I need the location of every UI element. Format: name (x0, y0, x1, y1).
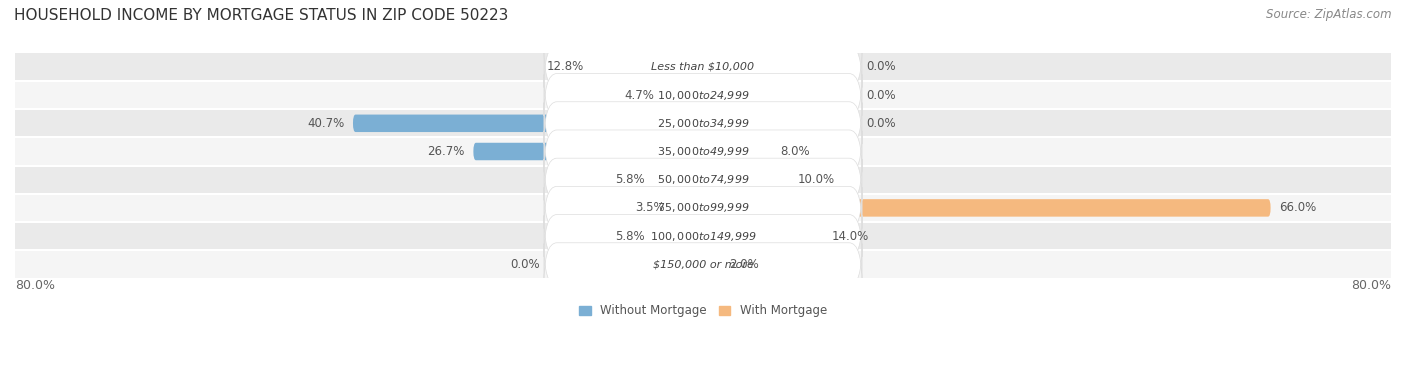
FancyBboxPatch shape (673, 199, 703, 217)
FancyBboxPatch shape (544, 186, 862, 229)
Text: 4.7%: 4.7% (624, 88, 654, 102)
FancyBboxPatch shape (15, 53, 1391, 81)
Text: 2.0%: 2.0% (728, 258, 759, 271)
Text: 80.0%: 80.0% (1351, 279, 1391, 292)
Text: $35,000 to $49,999: $35,000 to $49,999 (657, 145, 749, 158)
Text: 5.8%: 5.8% (614, 173, 644, 186)
FancyBboxPatch shape (474, 143, 703, 160)
FancyBboxPatch shape (654, 227, 703, 245)
Text: 40.7%: 40.7% (307, 117, 344, 130)
FancyBboxPatch shape (15, 109, 1391, 138)
FancyBboxPatch shape (662, 86, 703, 104)
FancyBboxPatch shape (703, 199, 1271, 217)
FancyBboxPatch shape (544, 158, 862, 201)
Text: $100,000 to $149,999: $100,000 to $149,999 (650, 229, 756, 243)
Text: 5.8%: 5.8% (614, 229, 644, 243)
FancyBboxPatch shape (654, 171, 703, 189)
Text: 26.7%: 26.7% (427, 145, 465, 158)
Text: 14.0%: 14.0% (832, 229, 869, 243)
Legend: Without Mortgage, With Mortgage: Without Mortgage, With Mortgage (574, 300, 832, 322)
FancyBboxPatch shape (703, 256, 720, 273)
Text: 80.0%: 80.0% (15, 279, 55, 292)
Text: 12.8%: 12.8% (547, 60, 585, 73)
FancyBboxPatch shape (703, 227, 824, 245)
Text: 0.0%: 0.0% (866, 88, 896, 102)
FancyBboxPatch shape (593, 58, 703, 76)
FancyBboxPatch shape (15, 138, 1391, 166)
FancyBboxPatch shape (544, 243, 862, 286)
FancyBboxPatch shape (544, 215, 862, 258)
FancyBboxPatch shape (703, 143, 772, 160)
FancyBboxPatch shape (15, 250, 1391, 279)
Text: 66.0%: 66.0% (1279, 201, 1316, 214)
Text: 3.5%: 3.5% (634, 201, 664, 214)
Text: 0.0%: 0.0% (866, 60, 896, 73)
Text: $10,000 to $24,999: $10,000 to $24,999 (657, 88, 749, 102)
Text: 0.0%: 0.0% (510, 258, 540, 271)
FancyBboxPatch shape (544, 45, 862, 88)
Text: 8.0%: 8.0% (780, 145, 810, 158)
Text: Source: ZipAtlas.com: Source: ZipAtlas.com (1267, 8, 1392, 20)
FancyBboxPatch shape (15, 166, 1391, 194)
Text: $150,000 or more: $150,000 or more (652, 259, 754, 269)
FancyBboxPatch shape (353, 115, 703, 132)
FancyBboxPatch shape (703, 171, 789, 189)
Text: $50,000 to $74,999: $50,000 to $74,999 (657, 173, 749, 186)
FancyBboxPatch shape (544, 102, 862, 145)
Text: 0.0%: 0.0% (866, 117, 896, 130)
Text: Less than $10,000: Less than $10,000 (651, 62, 755, 72)
Text: 10.0%: 10.0% (797, 173, 835, 186)
FancyBboxPatch shape (15, 81, 1391, 109)
FancyBboxPatch shape (544, 74, 862, 117)
Text: $25,000 to $34,999: $25,000 to $34,999 (657, 117, 749, 130)
FancyBboxPatch shape (544, 130, 862, 173)
Text: HOUSEHOLD INCOME BY MORTGAGE STATUS IN ZIP CODE 50223: HOUSEHOLD INCOME BY MORTGAGE STATUS IN Z… (14, 8, 509, 23)
Text: $75,000 to $99,999: $75,000 to $99,999 (657, 201, 749, 214)
FancyBboxPatch shape (15, 222, 1391, 250)
FancyBboxPatch shape (15, 194, 1391, 222)
